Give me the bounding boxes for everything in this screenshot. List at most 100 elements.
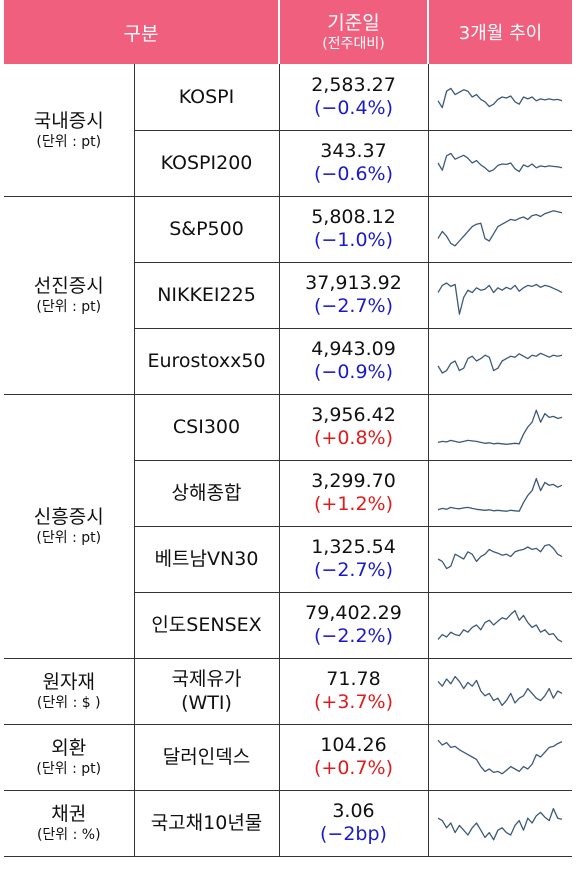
group-unit: (단위 : pt)	[36, 133, 102, 150]
trend-cell	[428, 592, 572, 659]
trend-sparkline	[437, 675, 563, 707]
weekly-change: (−2.2%)	[313, 625, 393, 647]
base-value: 3,956.42	[311, 404, 396, 426]
trend-sparkline	[438, 477, 563, 512]
value-cell: 1,325.54 (−2.7%)	[279, 526, 429, 593]
trend-cell	[428, 790, 572, 857]
group-cell: 원자재 (단위 : $ )	[4, 658, 135, 725]
weekly-change: (−0.4%)	[313, 96, 393, 119]
value-cell: 71.78 (+3.7%)	[279, 658, 429, 725]
trend-cell	[428, 460, 572, 527]
base-value: 79,402.29	[305, 602, 402, 624]
trend-cell	[428, 394, 572, 461]
trend-line	[437, 87, 563, 108]
trend-sparkline	[437, 739, 563, 775]
group-unit: (단위 : pt)	[36, 299, 102, 315]
market-summary-table: 구분 기준일 (전주대비) 3개월 추이 국내증시 (단위 : pt) KOSPI 2…	[4, 0, 572, 857]
trend-line	[437, 352, 563, 374]
weekly-change: (−2bp)	[320, 823, 387, 845]
trend-cell	[428, 262, 572, 329]
group-cell: 채권 (단위 : %)	[4, 790, 135, 857]
trend-line	[438, 477, 563, 512]
table-row: 국내증시 (단위 : pt) KOSPI 2,583.27 (−0.4%)	[4, 64, 572, 197]
table-row: 베트남VN30 1,325.54 (−2.7%)	[4, 526, 572, 593]
value-cell: 104.26 (+0.7%)	[279, 724, 429, 791]
base-value: 343.37	[320, 140, 387, 162]
group-cell: 외환 (단위 : pt)	[4, 724, 135, 791]
asset-name-line: 국제유가	[171, 668, 242, 690]
weekly-change: (−2.7%)	[313, 295, 393, 317]
trend-cell	[428, 64, 572, 131]
trend-sparkline	[437, 609, 563, 643]
asset-name: 인도SENSEX	[134, 592, 280, 659]
asset-name: Eurostoxx50	[134, 328, 280, 395]
table-row: 상해종합 3,299.70 (+1.2%)	[4, 460, 572, 527]
group-name: 선진증시	[33, 275, 104, 297]
group-unit: (단위 : pt)	[36, 761, 102, 777]
header-base-date-label: 기준일	[327, 12, 380, 34]
table-row: Eurostoxx50 4,943.09 (−0.9%)	[4, 328, 572, 395]
weekly-change: (+3.7%)	[313, 691, 393, 713]
header-base-date-sub: (전주대비)	[322, 36, 385, 52]
group-name: 원자재	[42, 671, 95, 693]
value-cell: 343.37 (−0.6%)	[279, 130, 429, 197]
base-value: 3.06	[332, 800, 375, 822]
asset-name: NIKKEI225	[134, 262, 280, 329]
table-row: KOSPI200 343.37 (−0.6%)	[4, 130, 572, 197]
trend-sparkline	[438, 409, 563, 445]
value-cell: 3,956.42 (+0.8%)	[279, 394, 429, 461]
trend-cell	[428, 130, 572, 197]
asset-name: 달러인덱스	[134, 724, 280, 791]
trend-line	[437, 152, 563, 173]
header-base-date: 기준일 (전주대비)	[279, 0, 429, 64]
weekly-change: (−1.0%)	[313, 229, 393, 251]
group-unit: (단위 : $ )	[36, 695, 101, 711]
table-row: 외환 (단위 : pt) 달러인덱스 104.26 (+0.7%)	[4, 724, 572, 791]
base-value: 2,583.27	[311, 73, 396, 96]
value-cell: 4,943.09 (−0.9%)	[279, 328, 429, 395]
asset-name: 국제유가 (WTI)	[134, 658, 280, 725]
base-value: 3,299.70	[311, 470, 396, 492]
weekly-change: (−2.7%)	[313, 559, 393, 581]
group-cell: 신흥증시 (단위 : pt)	[4, 394, 135, 659]
group-name: 신흥증시	[33, 506, 104, 528]
trend-line	[437, 675, 563, 707]
header-trend: 3개월 추이	[428, 0, 572, 64]
asset-name: 베트남VN30	[134, 526, 280, 593]
base-value: 1,325.54	[311, 536, 396, 558]
weekly-change: (−0.9%)	[313, 361, 393, 383]
trend-sparkline	[437, 87, 563, 108]
header-category: 구분	[4, 0, 280, 64]
trend-cell	[428, 328, 572, 395]
asset-name: CSI300	[134, 394, 280, 461]
header-row: 구분 기준일 (전주대비) 3개월 추이	[4, 0, 572, 64]
trend-sparkline	[437, 210, 563, 247]
trend-sparkline	[437, 543, 563, 570]
trend-line	[437, 807, 563, 841]
asset-name: KOSPI200	[134, 130, 280, 197]
group-name: 국내증시	[33, 109, 104, 132]
trend-line	[437, 609, 563, 643]
base-value: 37,913.92	[305, 272, 402, 294]
trend-sparkline	[437, 352, 563, 374]
trend-cell	[428, 196, 572, 263]
group-cell: 국내증시 (단위 : pt)	[4, 64, 135, 197]
trend-line	[437, 282, 563, 315]
trend-cell	[428, 724, 572, 791]
trend-sparkline	[437, 282, 563, 315]
table-row: NIKKEI225 37,913.92 (−2.7%)	[4, 262, 572, 329]
group-cell: 선진증시 (단위 : pt)	[4, 196, 135, 395]
table-row: 신흥증시 (단위 : pt) CSI300 3,956.42 (+0.8%)	[4, 394, 572, 659]
trend-sparkline	[437, 807, 563, 841]
base-value: 5,808.12	[311, 206, 396, 228]
weekly-change: (+0.8%)	[313, 427, 393, 449]
value-cell: 3,299.70 (+1.2%)	[279, 460, 429, 527]
trend-line	[437, 543, 563, 570]
table-row: 채권 (단위 : %) 국고채10년물 3.06 (−2bp)	[4, 790, 572, 857]
trend-cell	[428, 658, 572, 725]
trend-line	[437, 739, 563, 775]
asset-name: 국고채10년물	[134, 790, 280, 857]
base-value: 71.78	[326, 668, 381, 690]
trend-sparkline	[437, 152, 563, 173]
table-row: 인도SENSEX 79,402.29 (−2.2%)	[4, 592, 572, 659]
